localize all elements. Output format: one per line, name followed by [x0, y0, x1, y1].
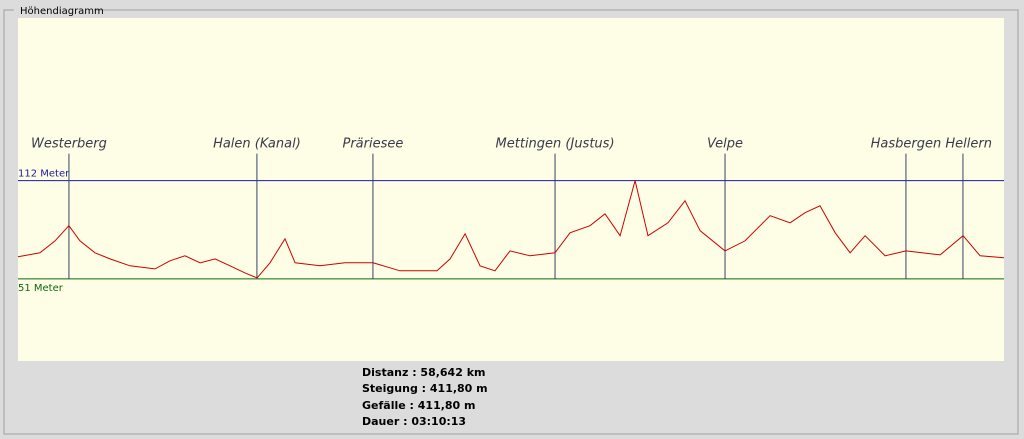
stat: Gefälle : 411,80 m [362, 399, 476, 412]
group-box [3, 9, 1019, 435]
stat: Steigung : 411,80 m [362, 382, 488, 395]
waypoint-label: Velpe [707, 137, 743, 152]
waypoint-label: Mettingen (Justus) [496, 137, 615, 152]
waypoint-label: Hellern [945, 137, 992, 152]
plot-area [18, 18, 1004, 361]
reference-label: 51 Meter [18, 283, 64, 294]
elevation-line [17, 180, 1005, 279]
reference-label: 112 Meter [18, 169, 70, 180]
stat: Distanz : 58,642 km [362, 366, 485, 379]
stat: Dauer : 03:10:13 [362, 415, 466, 428]
waypoint-label: Präriesee [343, 137, 404, 152]
group-title-bg [14, 4, 94, 16]
waypoint-label: Halen (Kanal) [213, 137, 301, 152]
waypoint-label: Westerberg [31, 137, 107, 152]
group-title: Höhendiagramm [20, 6, 104, 17]
waypoint-label: Hasbergen [871, 137, 942, 152]
